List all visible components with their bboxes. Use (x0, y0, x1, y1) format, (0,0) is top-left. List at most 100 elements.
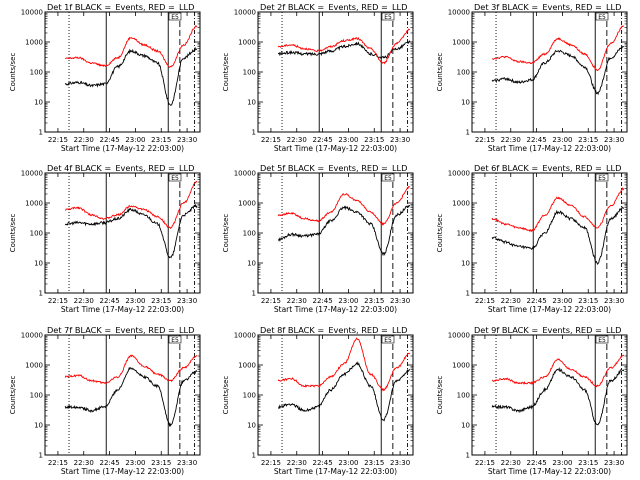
plot-frame (44, 334, 201, 456)
annotation-label: E5 (384, 337, 392, 344)
series-events-line (64, 46, 198, 106)
series-lld-line (277, 337, 411, 392)
panel-title: Det 3f BLACK =_Events, RED =_LLD (474, 2, 621, 12)
x-tick-label: 23:30 (390, 297, 410, 305)
series-lld-line (491, 354, 625, 388)
plot-frame (471, 334, 628, 456)
x-axis-label: Start Time (17-May-12 22:03:00) (488, 144, 611, 153)
x-tick-label: 23:30 (177, 297, 197, 305)
x-axis-label: Start Time (17-May-12 22:03:00) (274, 467, 397, 476)
annotation-label: E5 (598, 175, 606, 182)
y-tick-label: 1 (39, 452, 43, 460)
x-tick-label: 23:00 (125, 297, 145, 305)
panel-title: Det 5f BLACK =_Events, RED =_LLD (260, 163, 407, 173)
x-axis-label: Start Time (17-May-12 22:03:00) (274, 305, 397, 314)
annotation-box (595, 12, 609, 21)
y-tick-label: 1000 (25, 39, 43, 47)
plot-frame (44, 11, 201, 133)
series-events-line (277, 361, 410, 422)
panel-8: Det 8f BLACK =_Events, RED =_LLD 1 10 100 10… (222, 325, 414, 476)
panel-2: Det 2f BLACK =_Events, RED =_LLD 1 10 100 10… (222, 2, 414, 153)
annotation-label: E5 (598, 337, 606, 344)
annotation-label: E5 (384, 14, 392, 21)
annotation-box (168, 12, 182, 21)
y-tick-label: 10 (247, 260, 256, 268)
x-tick-label: 23:30 (177, 136, 197, 144)
series-events-line (277, 40, 411, 60)
x-tick-label: 23:15 (364, 297, 384, 305)
annotation-box (595, 173, 609, 182)
panel-1: Det 1f BLACK =_Events, RED =_LLD 1 10 100 10… (9, 2, 201, 153)
x-tick-label: 23:30 (390, 136, 410, 144)
annotation-label: E5 (171, 337, 179, 344)
x-axis-label: Start Time (17-May-12 22:03:00) (488, 467, 611, 476)
series-lld-line (491, 25, 625, 72)
y-tick-label: 10 (461, 422, 470, 430)
x-axis-label: Start Time (17-May-12 22:03:00) (61, 305, 184, 314)
annotation-box (168, 173, 182, 182)
y-axis-label: Counts/sec (436, 214, 444, 253)
y-tick-label: 100 (457, 69, 470, 77)
x-axis-label: Start Time (17-May-12 22:03:00) (274, 144, 397, 153)
x-tick-label: 23:00 (552, 297, 572, 305)
y-axis-label: Counts/sec (222, 376, 230, 415)
y-tick-label: 10 (461, 99, 470, 107)
x-tick-label: 23:15 (364, 136, 384, 144)
y-tick-label: 1 (252, 452, 256, 460)
x-tick-label: 23:15 (151, 136, 171, 144)
y-tick-label: 100 (30, 392, 43, 400)
y-tick-label: 1 (252, 290, 256, 298)
y-tick-label: 10000 (448, 9, 470, 17)
series-events-line (64, 203, 198, 259)
series-lld-line (491, 187, 625, 233)
x-tick-label: 23:00 (125, 136, 145, 144)
series-lld-line (64, 354, 198, 385)
y-tick-label: 1 (466, 452, 470, 460)
x-axis-label: Start Time (17-May-12 22:03:00) (61, 467, 184, 476)
series-events-line (491, 367, 625, 426)
y-tick-label: 10 (34, 260, 43, 268)
panel-title: Det 1f BLACK =_Events, RED =_LLD (47, 2, 194, 12)
x-tick-label: 22:45 (312, 459, 332, 467)
annotation-box (595, 335, 609, 344)
y-tick-label: 100 (243, 69, 256, 77)
series-events-line (491, 45, 625, 96)
annotation-box (381, 335, 395, 344)
x-tick-label: 22:45 (99, 136, 119, 144)
y-tick-label: 100 (30, 230, 43, 238)
y-tick-label: 1 (39, 129, 43, 137)
plot-frame (471, 11, 628, 133)
series-events-line (277, 204, 411, 257)
panel-title: Det 9f BLACK =_Events, RED =_LLD (474, 325, 621, 335)
y-tick-label: 1 (252, 129, 256, 137)
y-tick-label: 1000 (238, 200, 256, 208)
y-tick-label: 1000 (452, 362, 470, 370)
x-tick-label: 22:15 (475, 136, 495, 144)
x-tick-label: 23:15 (151, 459, 171, 467)
plot-frame (44, 172, 201, 294)
annotation-label: E5 (171, 175, 179, 182)
y-tick-label: 1000 (452, 39, 470, 47)
x-tick-label: 23:30 (604, 136, 624, 144)
x-tick-label: 23:15 (364, 459, 384, 467)
x-tick-label: 22:15 (48, 136, 68, 144)
panel-5: Det 5f BLACK =_Events, RED =_LLD 1 10 100 10… (222, 163, 414, 314)
y-tick-label: 10000 (448, 170, 470, 178)
y-tick-label: 10000 (234, 9, 256, 17)
x-axis-label: Start Time (17-May-12 22:03:00) (61, 144, 184, 153)
x-tick-label: 22:15 (261, 136, 281, 144)
y-tick-label: 10 (34, 422, 43, 430)
x-tick-label: 22:15 (48, 459, 68, 467)
x-tick-label: 22:30 (74, 459, 94, 467)
series-events-line (491, 206, 625, 266)
panel-7: Det 7f BLACK =_Events, RED =_LLD 1 10 100 10… (9, 325, 201, 476)
y-axis-label: Counts/sec (9, 214, 17, 253)
y-tick-label: 10000 (448, 332, 470, 340)
x-tick-label: 23:30 (177, 459, 197, 467)
y-tick-label: 1000 (452, 200, 470, 208)
x-tick-label: 22:45 (526, 297, 546, 305)
annotation-label: E5 (171, 14, 179, 21)
x-tick-label: 22:30 (501, 136, 521, 144)
x-tick-label: 23:30 (604, 459, 624, 467)
x-tick-label: 23:00 (338, 136, 358, 144)
